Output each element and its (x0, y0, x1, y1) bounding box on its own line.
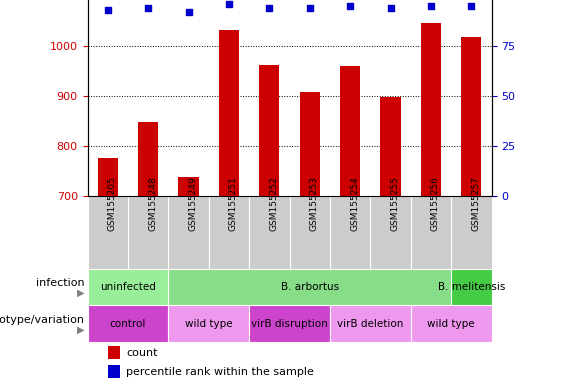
Text: wild type: wild type (185, 318, 233, 329)
Point (467, 3, 476, 9)
Bar (461, 37, 481, 196)
Text: uninfected: uninfected (100, 282, 156, 292)
Bar (108, 346, 120, 359)
Text: infection: infection (36, 278, 85, 288)
Text: B. arbortus: B. arbortus (281, 282, 339, 292)
Bar (451, 196, 492, 269)
Point (184, 9, 193, 15)
Text: B. melitensis: B. melitensis (438, 282, 505, 292)
Text: GSM155251: GSM155251 (229, 176, 238, 230)
Text: wild type: wild type (427, 318, 475, 329)
Bar (168, 305, 249, 342)
Text: GSM155248: GSM155248 (148, 176, 157, 230)
Point (103, 7, 112, 13)
Bar (88, 305, 168, 342)
Text: GSM155257: GSM155257 (471, 176, 480, 230)
Bar (88, 196, 128, 269)
Bar (421, 23, 441, 196)
Text: control: control (110, 318, 146, 329)
Text: ▶: ▶ (77, 324, 85, 334)
Text: GSM155254: GSM155254 (350, 176, 359, 230)
Text: GSM155252: GSM155252 (270, 176, 279, 230)
Bar (290, 196, 330, 269)
Bar (168, 269, 451, 305)
Point (224, 1, 233, 7)
Bar (98, 158, 118, 196)
Bar (411, 305, 492, 342)
Point (265, 5, 274, 11)
Bar (330, 305, 411, 342)
Point (346, 3, 355, 9)
Bar (179, 177, 199, 196)
Bar (219, 30, 239, 196)
Bar (380, 97, 401, 196)
Point (427, 3, 436, 9)
Bar (138, 122, 158, 196)
Bar (299, 92, 320, 196)
Bar (168, 196, 209, 269)
Bar (451, 269, 492, 305)
Bar (371, 196, 411, 269)
Point (386, 5, 395, 11)
Point (305, 5, 314, 11)
Text: percentile rank within the sample: percentile rank within the sample (126, 367, 314, 377)
Text: ▶: ▶ (77, 288, 85, 298)
Bar (209, 196, 249, 269)
Text: virB deletion: virB deletion (337, 318, 403, 329)
Text: GSM155205: GSM155205 (108, 176, 117, 230)
Text: GSM155256: GSM155256 (431, 176, 440, 230)
Point (144, 5, 153, 11)
Bar (128, 196, 168, 269)
Text: virB disruption: virB disruption (251, 318, 328, 329)
Text: GSM155255: GSM155255 (390, 176, 399, 230)
Bar (411, 196, 451, 269)
Bar (88, 269, 168, 305)
Text: GSM155253: GSM155253 (310, 176, 319, 230)
Bar (108, 365, 120, 378)
Text: GSM155249: GSM155249 (189, 176, 198, 230)
Bar (249, 196, 289, 269)
Text: genotype/variation: genotype/variation (0, 314, 85, 325)
Bar (259, 65, 280, 196)
Bar (330, 196, 371, 269)
Bar (340, 66, 360, 196)
Bar (249, 305, 330, 342)
Text: count: count (126, 348, 158, 358)
